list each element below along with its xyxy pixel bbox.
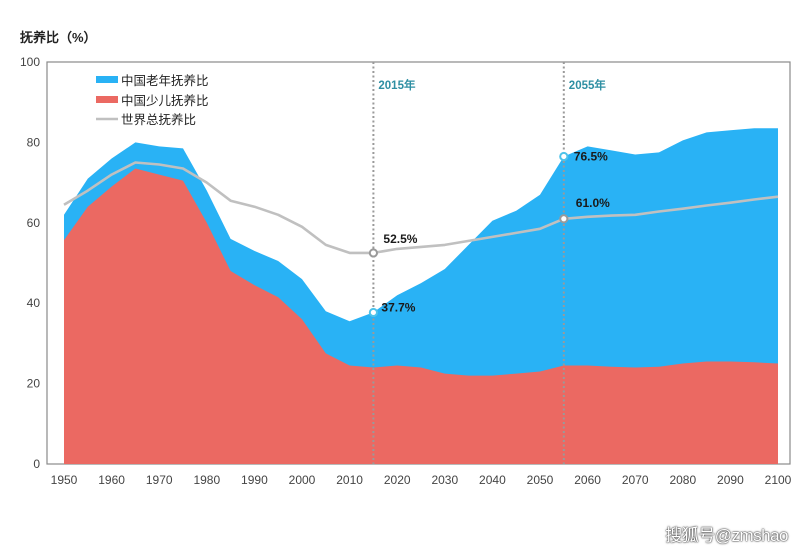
- marker-year-label: 2015年: [378, 78, 416, 92]
- y-tick-label: 60: [27, 216, 41, 230]
- y-tick-label: 80: [27, 135, 41, 149]
- x-tick-label: 2070: [622, 473, 649, 487]
- line-world-total-ratio: [63, 161, 779, 255]
- y-tick-label: 20: [27, 377, 41, 391]
- x-tick-label: 1990: [241, 473, 268, 487]
- legend-label: 中国老年抚养比: [121, 73, 209, 88]
- legend-swatch-child: [96, 96, 118, 103]
- marker-point-old-2055: [559, 151, 569, 162]
- x-tick-label: 2020: [384, 473, 411, 487]
- y-tick-label: 100: [20, 55, 40, 69]
- x-tick-label: 2050: [527, 473, 554, 487]
- y-axis-title: 抚养比（%）: [20, 30, 97, 45]
- x-tick-label: 2040: [479, 473, 506, 487]
- x-tick-label: 1950: [51, 473, 78, 487]
- x-tick-label: 1970: [146, 473, 173, 487]
- x-tick-label: 2030: [431, 473, 458, 487]
- marker-point-old-2015: [368, 307, 378, 318]
- marker-year-label: 2055年: [569, 78, 607, 92]
- x-tick-label: 2090: [717, 473, 744, 487]
- marker-point-world-2015: [368, 248, 378, 258]
- legend-label: 中国少儿抚养比: [121, 93, 209, 108]
- x-tick-label: 1980: [193, 473, 220, 487]
- annotation-label: 37.7%: [381, 300, 415, 314]
- x-tick-label: 2100: [765, 473, 792, 487]
- x-tick-label: 2060: [574, 473, 601, 487]
- x-tick-label: 2080: [669, 473, 696, 487]
- annotation-label: 76.5%: [574, 149, 608, 163]
- x-tick-label: 1960: [98, 473, 125, 487]
- y-tick-label: 40: [27, 296, 41, 310]
- annotation-label: 52.5%: [383, 232, 417, 246]
- watermark: 搜狐号@zmshao: [665, 526, 788, 545]
- x-tick-label: 2010: [336, 473, 363, 487]
- marker-point-world-2055: [559, 214, 569, 224]
- legend-swatch-old: [96, 76, 118, 83]
- legend-label: 世界总抚养比: [121, 112, 196, 127]
- y-tick-label: 0: [33, 457, 40, 471]
- area-china-child-ratio: [64, 168, 778, 464]
- annotation-label: 61.0%: [576, 196, 610, 210]
- x-tick-label: 2000: [289, 473, 316, 487]
